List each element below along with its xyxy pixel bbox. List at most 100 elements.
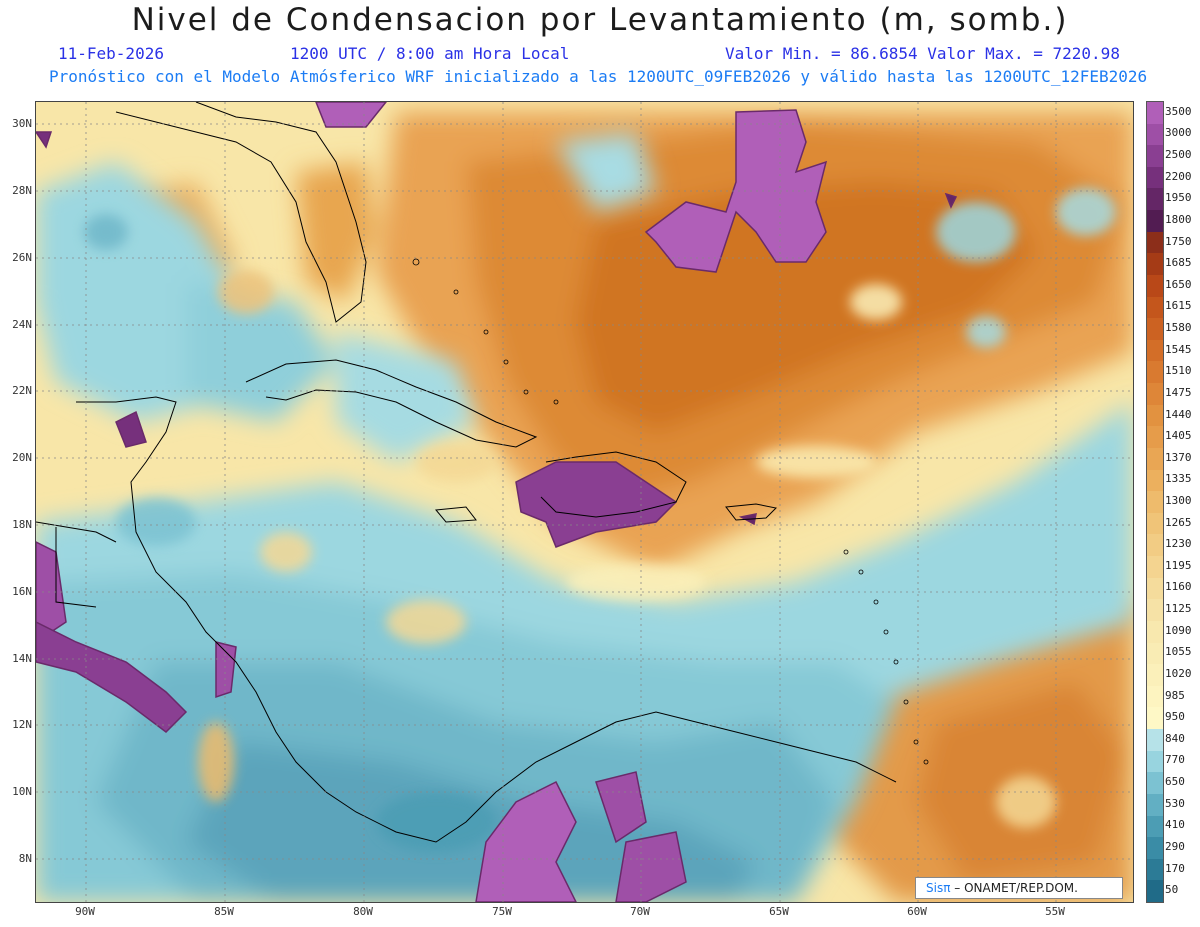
color-scale-label: 1950 [1165,191,1192,205]
color-scale-label: 1265 [1165,515,1192,529]
color-scale-label: 840 [1165,731,1185,745]
lon-label: 55W [1045,905,1065,918]
color-scale-segment [1147,534,1163,557]
color-scale-label: 1335 [1165,472,1192,486]
color-scale-label: 1685 [1165,256,1192,270]
color-scale-segment [1147,685,1163,708]
color-scale-segment [1147,556,1163,579]
color-scale-label: 1125 [1165,602,1192,616]
lat-label: 18N [12,518,32,531]
min-max-values: Valor Min. = 86.6854 Valor Max. = 7220.9… [725,44,1120,63]
logo-credit: Sisπ – ONAMET/REP.DOM. [915,877,1123,899]
color-scale-segment [1147,512,1163,535]
color-scale-segment [1147,447,1163,471]
onamet-credit: – ONAMET/REP.DOM. [954,881,1078,895]
texture-layer [84,188,1116,852]
color-scale-segment [1147,318,1163,341]
color-scale-segment [1147,707,1163,730]
color-scale-segment [1147,664,1163,687]
color-scale-label: 1405 [1165,429,1192,443]
lon-label: 80W [353,905,373,918]
color-scale-label: 2500 [1165,148,1192,162]
model-description: Pronóstico con el Modelo Atmósferico WRF… [49,67,1148,86]
color-scale-label: 530 [1165,796,1185,810]
lat-label: 22N [12,384,32,397]
color-scale-segment [1147,577,1163,600]
color-scale-label: 170 [1165,861,1185,875]
color-scale-label: 290 [1165,839,1185,853]
color-scale-label: 3000 [1165,126,1192,140]
field-map [36,102,1133,902]
color-scale-label: 2200 [1165,169,1192,183]
color-scale-segment [1147,772,1163,795]
map-panel [35,101,1134,903]
color-scale-segment [1147,837,1163,860]
lat-label: 10N [12,785,32,798]
color-scale-segment [1147,102,1163,125]
lat-label: 8N [18,852,32,865]
color-scale-segment [1147,491,1163,514]
color-scale-label: 1230 [1165,537,1192,551]
color-scale-label: 1615 [1165,299,1192,313]
color-scale-segment [1147,145,1163,168]
color-scale-label: 1800 [1165,212,1192,226]
color-scale-label: 1370 [1165,450,1192,464]
purple-highs [36,102,958,902]
color-scale-segment [1147,729,1163,752]
forecast-time: 1200 UTC / 8:00 am Hora Local [290,44,570,63]
color-scale-segment [1147,361,1163,384]
lon-label: 65W [769,905,789,918]
lon-label: 85W [214,905,234,918]
lat-label: 30N [12,117,32,130]
color-scale-segment [1147,274,1163,298]
color-scale-label: 1475 [1165,385,1192,399]
color-scale-segment [1147,793,1163,816]
color-scale-label: 1090 [1165,623,1192,637]
color-scale-label: 950 [1165,710,1185,724]
lat-label: 24N [12,318,32,331]
color-scale-label: 770 [1165,753,1185,767]
color-scale-label: 1580 [1165,321,1192,335]
color-scale-segment [1147,642,1163,665]
lat-label: 28N [12,184,32,197]
color-scale-segment [1147,620,1163,644]
color-scale-segment [1147,750,1163,773]
color-scale-label: 1440 [1165,407,1192,421]
map-title: Nivel de Condensacion por Levantamiento … [131,2,1069,38]
color-scale-label: 1650 [1165,277,1192,291]
color-scale-segment [1147,231,1163,254]
island-dots [412,258,929,765]
color-scale-label: 3500 [1165,104,1192,118]
color-scale-label: 1750 [1165,234,1192,248]
lon-label: 75W [492,905,512,918]
color-scale-segment [1147,188,1163,211]
color-scale-label: 1545 [1165,342,1192,356]
graticule [36,102,1133,902]
color-scale-label: 1055 [1165,645,1192,659]
color-scale-segment [1147,858,1163,881]
color-scale-segment [1147,404,1163,427]
color-scale-segment [1147,253,1163,276]
lon-label: 60W [907,905,927,918]
lat-label: 12N [12,718,32,731]
color-scale-segment [1147,815,1163,838]
color-scale-label: 1300 [1165,494,1192,507]
color-scale-label: 410 [1165,818,1185,832]
lon-label: 70W [630,905,650,918]
color-scale-segment [1147,210,1163,233]
color-scale-segment [1147,469,1163,492]
color-scale-label: 1160 [1165,580,1192,594]
lat-label: 14N [12,652,32,665]
color-scale-segment [1147,296,1163,319]
lat-label: 20N [12,451,32,464]
color-scale-label: 985 [1165,688,1185,702]
color-scale-label: 1020 [1165,666,1192,680]
color-scale-label: 1510 [1165,364,1192,378]
forecast-date: 11-Feb-2026 [58,44,164,63]
color-scale-segment [1147,123,1163,146]
color-scale-bar [1146,101,1164,903]
color-scale-segment [1147,383,1163,406]
color-scale-segment [1147,880,1163,903]
sispi-logo: Sisπ [926,881,951,895]
color-scale-label: 1195 [1165,558,1192,572]
